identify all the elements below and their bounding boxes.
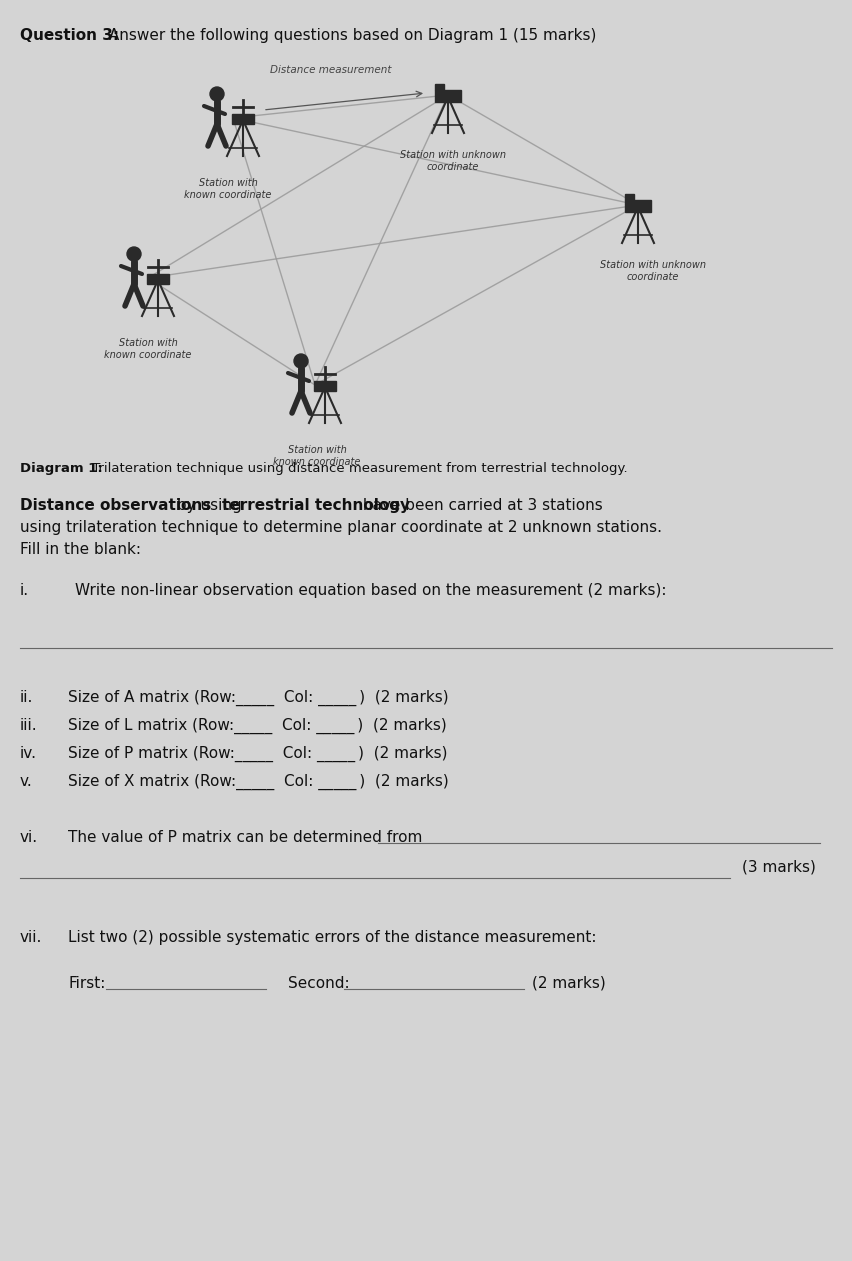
- Text: vi.: vi.: [20, 830, 38, 845]
- Text: iii.: iii.: [20, 718, 37, 733]
- Text: ii.: ii.: [20, 690, 33, 705]
- Text: Distance measurement: Distance measurement: [270, 66, 391, 74]
- Text: v.: v.: [20, 774, 32, 789]
- Text: Station with unknown
coordinate: Station with unknown coordinate: [400, 150, 506, 173]
- Text: Size of X matrix (Row:_____  Col: _____ )  (2 marks): Size of X matrix (Row:_____ Col: _____ )…: [68, 774, 449, 791]
- Bar: [147, 274, 169, 284]
- Text: Write non-linear observation equation based on the measurement (2 marks):: Write non-linear observation equation ba…: [75, 583, 666, 598]
- Text: Second:: Second:: [288, 976, 349, 991]
- Text: using trilateration technique to determine planar coordinate at 2 unknown statio: using trilateration technique to determi…: [20, 520, 662, 535]
- Text: The value of P matrix can be determined from: The value of P matrix can be determined …: [68, 830, 423, 845]
- Text: have been carried at 3 stations: have been carried at 3 stations: [358, 498, 602, 513]
- Bar: [232, 113, 254, 124]
- Text: iv.: iv.: [20, 747, 37, 760]
- Bar: [625, 200, 651, 212]
- Text: Fill in the blank:: Fill in the blank:: [20, 542, 141, 557]
- Text: Size of A matrix (Row:_____  Col: _____ )  (2 marks): Size of A matrix (Row:_____ Col: _____ )…: [68, 690, 449, 706]
- Circle shape: [127, 247, 141, 261]
- Text: Question 3:: Question 3:: [20, 28, 119, 43]
- Text: Distance observations: Distance observations: [20, 498, 211, 513]
- Circle shape: [451, 91, 461, 101]
- Text: Station with
known coordinate: Station with known coordinate: [184, 178, 272, 200]
- Bar: [435, 90, 461, 102]
- Text: i.: i.: [20, 583, 29, 598]
- Bar: [625, 194, 634, 200]
- Text: Station with
known coordinate: Station with known coordinate: [273, 445, 360, 468]
- Bar: [435, 84, 444, 90]
- Text: List two (2) possible systematic errors of the distance measurement:: List two (2) possible systematic errors …: [68, 931, 596, 944]
- Circle shape: [294, 354, 308, 368]
- Text: Size of P matrix (Row:_____  Col: _____ )  (2 marks): Size of P matrix (Row:_____ Col: _____ )…: [68, 747, 447, 762]
- Text: by using: by using: [172, 498, 246, 513]
- Text: First:: First:: [68, 976, 106, 991]
- Text: vii.: vii.: [20, 931, 43, 944]
- Text: (3 marks): (3 marks): [742, 859, 816, 874]
- Text: Diagram 1:: Diagram 1:: [20, 462, 103, 475]
- Bar: [314, 381, 336, 391]
- Text: Size of L matrix (Row:_____  Col: _____ )  (2 marks): Size of L matrix (Row:_____ Col: _____ )…: [68, 718, 446, 734]
- Text: terrestrial technology: terrestrial technology: [222, 498, 410, 513]
- Circle shape: [210, 87, 224, 101]
- Text: Trilateration technique using distance measurement from terrestrial technology.: Trilateration technique using distance m…: [88, 462, 628, 475]
- Text: Answer the following questions based on Diagram 1 (15 marks): Answer the following questions based on …: [104, 28, 596, 43]
- Text: Station with
known coordinate: Station with known coordinate: [104, 338, 192, 361]
- Text: Station with unknown
coordinate: Station with unknown coordinate: [600, 260, 706, 282]
- Circle shape: [641, 200, 651, 211]
- Text: (2 marks): (2 marks): [532, 976, 606, 991]
